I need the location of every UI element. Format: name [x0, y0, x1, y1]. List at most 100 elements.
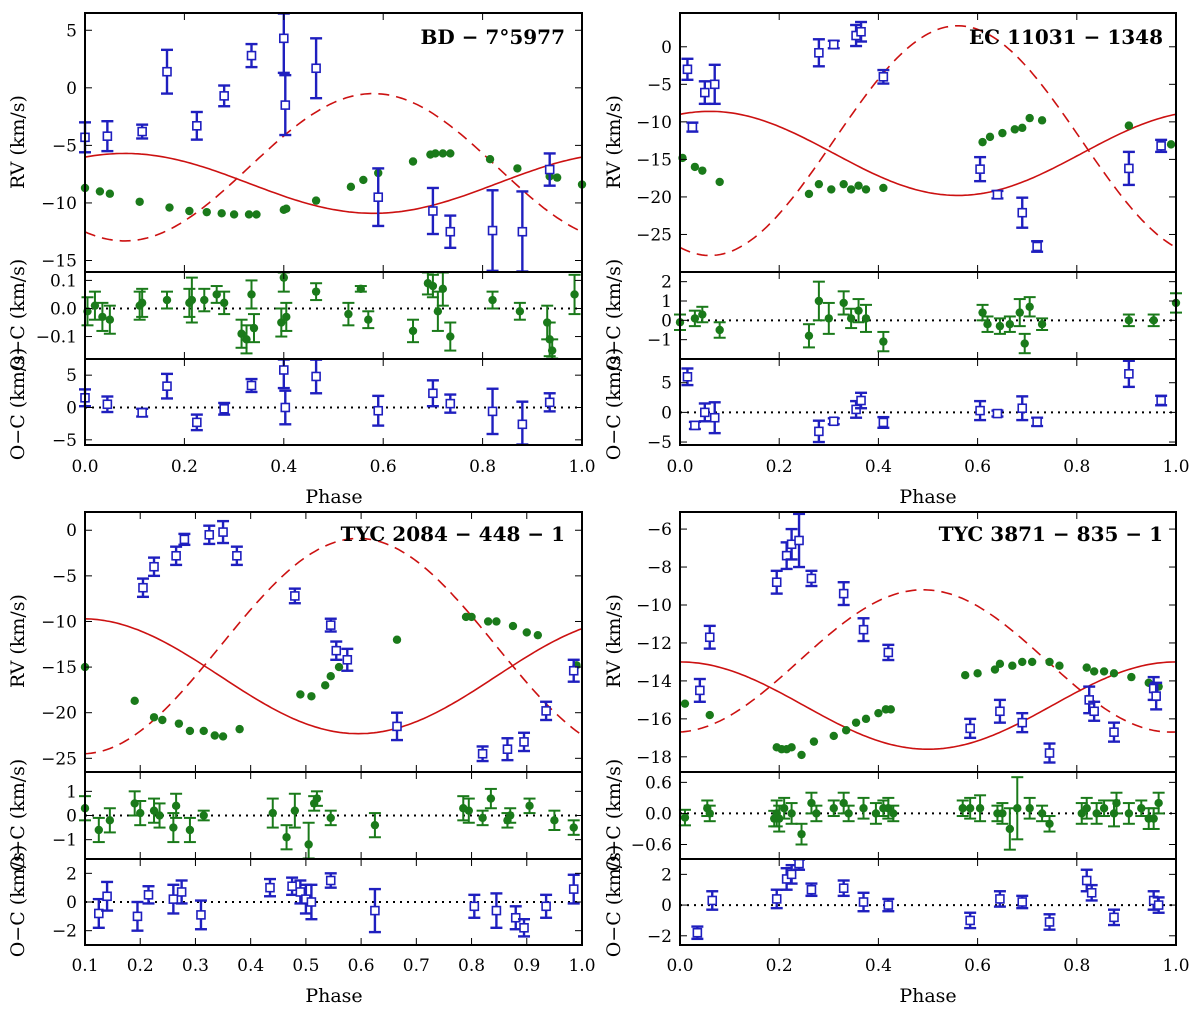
y-tick-label: −15	[41, 658, 77, 678]
primary-residual-point	[280, 402, 291, 413]
secondary-rv-point	[492, 617, 501, 626]
primary-residual-point	[878, 417, 889, 428]
oc-secondary-plot: 0.1 0.0 −0.1	[36, 271, 583, 360]
secondary-residual-point	[282, 312, 291, 322]
secondary-rv-point	[1027, 657, 1037, 667]
secondary-rv-point	[879, 183, 888, 193]
primary-rv-point	[278, 33, 289, 44]
primary-residual-point	[1086, 887, 1097, 898]
secondary-residual-point	[975, 804, 985, 813]
secondary-rv-point	[149, 713, 159, 722]
secondary-rv-point	[1008, 661, 1017, 670]
x-tick-label: 0.6	[348, 956, 375, 976]
secondary-residual-point	[1124, 316, 1134, 325]
secondary-rv-point	[1089, 667, 1099, 676]
secondary-residual-point	[433, 307, 443, 316]
secondary-residual-point	[705, 809, 714, 818]
primary-residual-point	[699, 407, 710, 418]
primary-rv-point	[1156, 141, 1166, 151]
secondary-residual-point	[364, 315, 373, 324]
secondary-rv-point	[326, 672, 335, 681]
secondary-residual-point	[569, 823, 578, 832]
secondary-rv-point	[485, 154, 495, 164]
secondary-rv-point	[296, 690, 305, 699]
oc-primary-plot: 5 0 −5 0.0 0.2 0.4 0.6 0.8 1.0	[52, 358, 596, 477]
secondary-residual-point	[998, 809, 1007, 818]
x-axis-title: Phase	[899, 985, 956, 1007]
y-tick-label: −25	[41, 749, 77, 769]
x-tick-label: 0.4	[270, 457, 297, 477]
y-tick-label: −0.1	[36, 328, 77, 348]
secondary-residual-point	[187, 295, 197, 305]
primary-residual-point	[491, 905, 502, 916]
secondary-residual-point	[1149, 316, 1158, 325]
panel-bd-7-5977: 5 0 −5 −10 −15 0.1 0.0 −0.1 5 0 −5 0.0 0.2 0.4 0.6 0.…	[7, 12, 596, 508]
x-tick-label: 0.9	[513, 956, 540, 976]
secondary-rv-point	[715, 177, 724, 187]
secondary-residual-point	[171, 801, 181, 811]
x-tick-label: 0.1	[71, 956, 98, 976]
y-tick-label: 1	[66, 782, 77, 802]
secondary-rv-point	[483, 617, 493, 626]
secondary-residual-point	[1082, 804, 1091, 813]
x-tick-label: 0.0	[666, 457, 693, 477]
y-tick-label: −16	[636, 710, 672, 730]
primary-residual-point	[806, 884, 817, 895]
secondary-residual-point	[344, 309, 353, 319]
primary-residual-point	[858, 897, 869, 907]
secondary-rv-point	[346, 182, 356, 192]
primary-residual-point	[102, 891, 112, 902]
primary-rv-point	[280, 100, 291, 110]
secondary-residual-point	[1005, 824, 1015, 834]
secondary-residual-point	[326, 813, 335, 823]
primary-residual-point	[1032, 417, 1042, 427]
secondary-residual-point	[464, 806, 473, 815]
secondary-rv-point	[829, 731, 838, 741]
y-tick-label: 2	[66, 864, 77, 884]
primary-residual-point	[373, 405, 384, 416]
secondary-model-curve	[679, 661, 1177, 750]
primary-residual-point	[370, 905, 380, 916]
y-tick-label: −10	[41, 612, 77, 632]
rv-axis-title: RV (km/s)	[603, 95, 625, 189]
primary-rv-point	[487, 225, 498, 236]
primary-rv-point	[290, 591, 300, 601]
secondary-residual-point	[446, 332, 455, 341]
secondary-rv-point	[854, 181, 863, 190]
primary-rv-point	[695, 685, 705, 696]
primary-residual-point	[975, 405, 985, 416]
primary-residual-point	[445, 398, 456, 409]
secondary-rv-point	[130, 696, 139, 706]
secondary-residual-point	[690, 314, 700, 323]
oc-primary-axis-title: O−C (km/s)	[603, 348, 625, 461]
secondary-residual-point	[1112, 798, 1121, 808]
secondary-residual-point	[98, 312, 107, 322]
rv-axis-title: RV (km/s)	[7, 594, 29, 688]
primary-residual-point	[510, 912, 521, 923]
primary-rv-point	[814, 47, 824, 58]
y-tick-label: 2	[661, 273, 672, 293]
secondary-residual-point	[1013, 804, 1022, 813]
primary-residual-point	[137, 407, 147, 418]
secondary-residual-point	[1137, 804, 1146, 813]
x-tick-label: 0.0	[71, 457, 98, 477]
y-tick-label: −10	[636, 596, 672, 616]
primary-residual-point	[219, 403, 229, 414]
secondary-rv-point	[513, 164, 522, 173]
secondary-residual-point	[570, 290, 579, 299]
primary-rv-point	[1109, 727, 1119, 737]
primary-rv-point	[794, 535, 804, 546]
primary-rv-point	[1084, 695, 1094, 705]
primary-rv-point	[1151, 691, 1161, 701]
secondary-rv-point	[229, 210, 239, 219]
star-name: BD − 7°5977	[420, 25, 565, 49]
primary-residual-point	[541, 901, 551, 912]
y-tick-label: 0	[661, 38, 672, 58]
secondary-residual-point	[861, 314, 871, 323]
y-tick-label: −5	[647, 433, 672, 453]
primary-rv-point	[544, 164, 555, 175]
secondary-residual-point	[428, 281, 438, 291]
plot-frame	[679, 271, 1177, 360]
x-tick-label: 0.6	[964, 956, 991, 976]
secondary-model-curve	[679, 110, 1177, 197]
